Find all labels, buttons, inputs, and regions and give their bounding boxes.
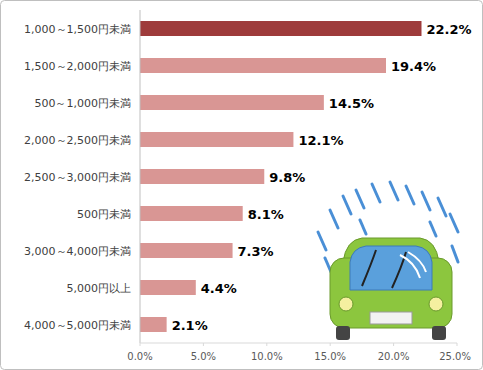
tick-mark [140,343,141,346]
data-label: 19.4% [391,59,436,74]
category-label: 4,000～5,000円未満 [24,319,131,332]
bar [140,95,324,110]
car-wiper [362,250,406,288]
bar [140,243,233,258]
data-label: 22.2% [426,22,471,37]
data-label: 8.1% [248,207,284,222]
category-axis-line [140,10,141,343]
rain-drop [372,184,380,202]
car-wheel [432,326,446,340]
category-label: 2,500～3,000円未満 [24,171,131,184]
rain-drop [406,186,414,204]
data-label: 12.1% [298,133,343,148]
car-headlight [429,297,443,311]
tick-mark [266,343,267,346]
rain-drop [422,192,430,210]
rain-drop [450,214,458,232]
bar [140,132,293,147]
car-plate [370,312,412,324]
car-glare [400,252,426,278]
frame [1,1,483,370]
bar [140,21,421,36]
bar [140,58,386,73]
tick-mark [457,343,458,346]
axes: 0.0% 5.0% 10.0% 15.0% 20.0% 25.0% [127,10,471,362]
tick-label: 5.0% [191,351,216,362]
rain-drop [356,190,364,208]
rain-drop [360,220,366,234]
bar [140,206,243,221]
data-label: 4.4% [201,281,237,296]
tick-mark [203,343,204,346]
category-label: 500～1,000円未満 [35,97,132,110]
rain-drop [452,246,458,262]
car-wheel [336,326,350,340]
data-label: 14.5% [329,96,374,111]
bar [140,169,264,184]
tick-label: 15.0% [314,351,346,362]
tick-label: 10.0% [251,351,283,362]
category-label: 2,000～2,500円未満 [24,134,131,147]
tick-mark [330,343,331,346]
rain-drop [438,198,446,216]
rain-drop [318,232,326,250]
rain-drop [343,196,351,214]
category-label: 3,000～4,000円未満 [24,245,131,258]
data-label: 9.8% [269,170,305,185]
tick-label: 0.0% [127,351,152,362]
category-label: 1,000～1,500円未満 [24,23,131,36]
rain-drop [430,222,436,236]
rain-drop [330,210,338,228]
tick-label: 20.0% [378,351,410,362]
bars [140,21,421,332]
car-illustration [318,182,458,340]
labels: 1,000～1,500円未満 22.2% 1,500～2,000円未満 19.4% 50… [24,22,472,333]
chart: 1,000～1,500円未満 22.2% 1,500～2,000円未満 19.4% 50… [0,0,483,370]
bar [140,317,167,332]
tick-mark [393,343,394,346]
category-label: 5,000円以上 [67,282,132,295]
chart-root: 1,000～1,500円未満 22.2% 1,500～2,000円未満 19.4% 50… [0,0,483,370]
bar [140,280,196,295]
category-label: 500円未満 [77,208,131,221]
rain-drop [390,182,398,200]
car-windshield [350,246,432,290]
value-axis-line [140,343,457,344]
car-headlight [339,297,353,311]
tick-label: 25.0% [439,351,471,362]
data-label: 2.1% [172,318,208,333]
category-label: 1,500～2,000円未満 [24,60,131,73]
data-label: 7.3% [238,244,274,259]
